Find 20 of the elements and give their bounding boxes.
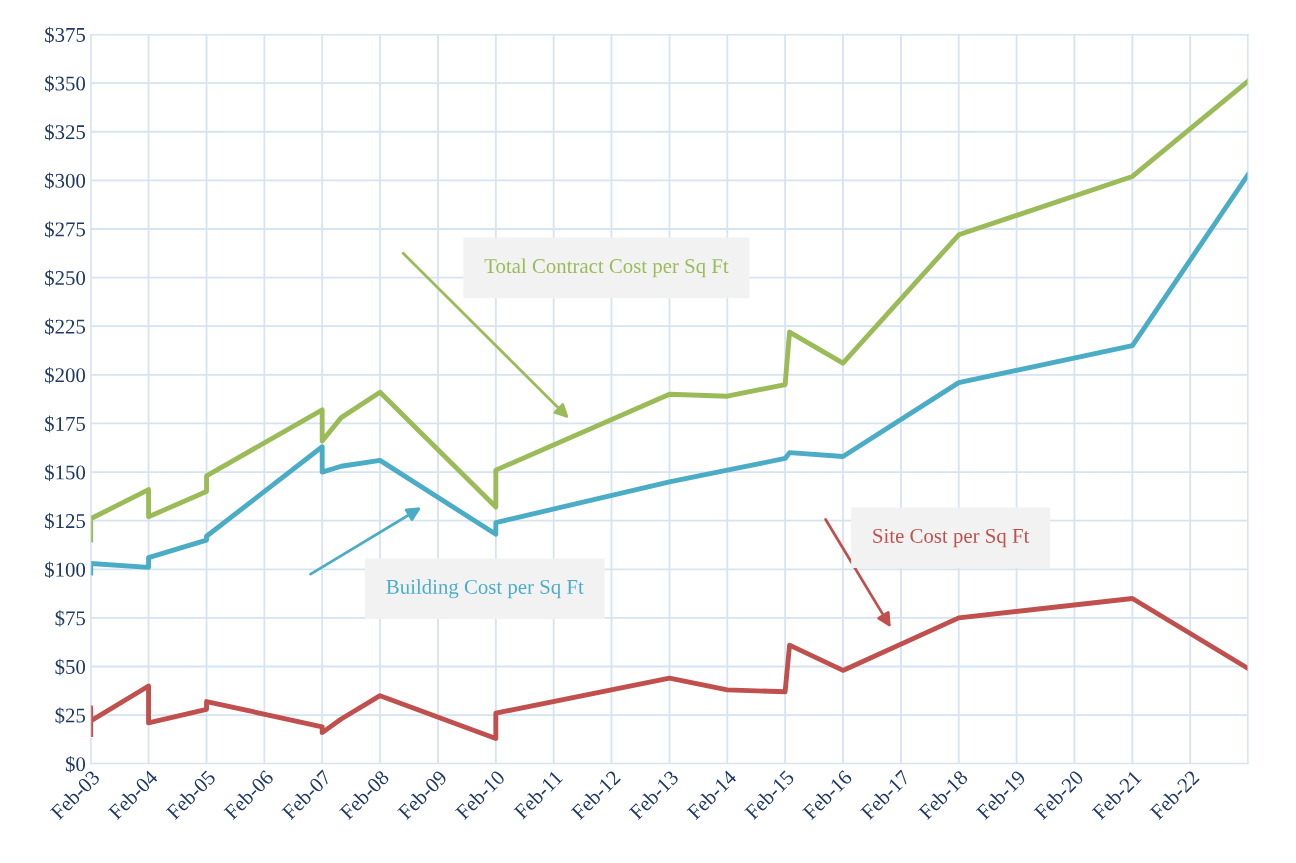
y-tick-label: $275 [45,221,86,238]
line-series [90,172,1249,576]
y-tick-label: $0 [65,755,86,773]
y-tick-label: $225 [45,318,86,336]
text: Building Cost per Sq Ft [386,579,584,599]
y-tick-label: $125 [45,512,86,530]
y-tick-label: $250 [45,269,86,287]
text: Total Contract Cost per Sq Ft [484,258,729,278]
y-tick-label: $100 [45,561,86,579]
y-tick-label: $25 [55,707,86,724]
text: Site Cost per Sq Ft [873,528,1030,548]
y-tick-label: $350 [45,75,86,92]
y-tick-label: $375 [45,26,86,44]
y-tick-label: $300 [45,172,86,190]
y-tick-label: $325 [45,123,86,141]
y-tick-label: $75 [55,610,86,627]
y-tick-label: $150 [45,464,86,481]
y-tick-label: $50 [55,658,86,676]
y-tick-label: $200 [45,366,86,384]
y-tick-label: $175 [45,415,86,433]
